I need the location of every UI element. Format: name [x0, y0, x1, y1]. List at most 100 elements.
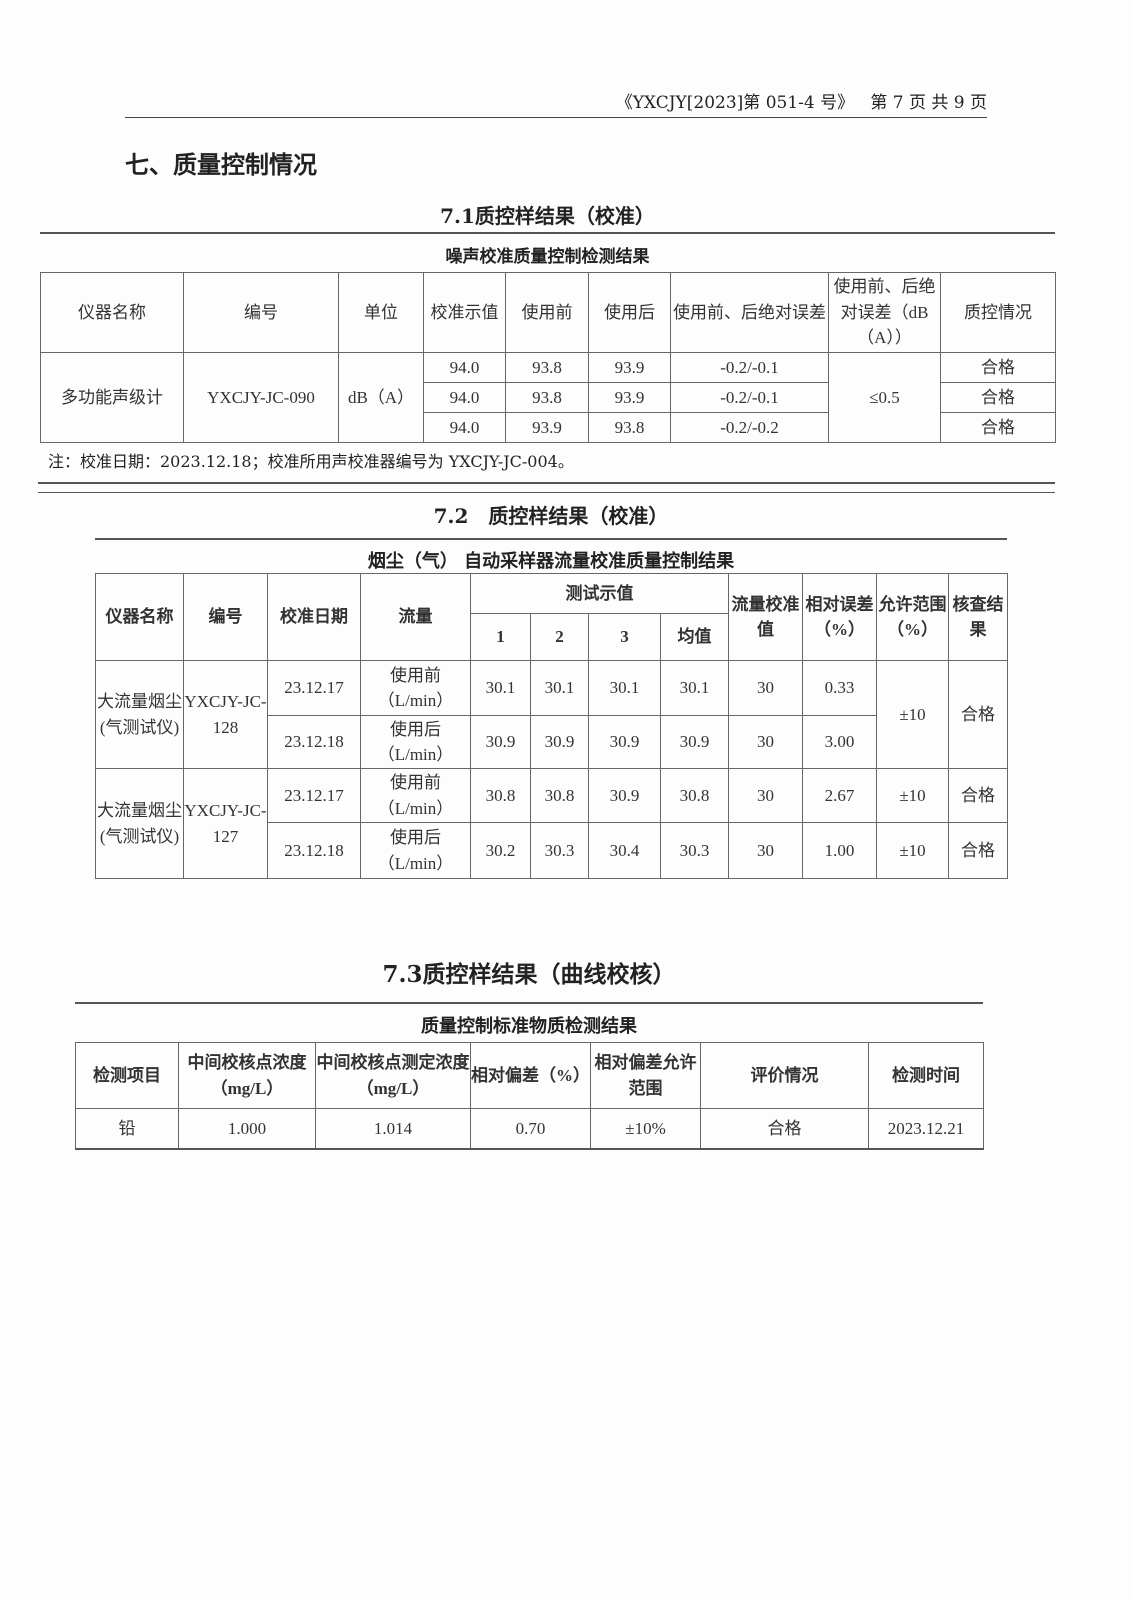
cell: 合格	[940, 412, 1056, 443]
cell: ±10%	[590, 1108, 701, 1149]
header-cell: 流量	[360, 573, 471, 661]
header-cell: 使用前、后绝对误差（dB（A））	[828, 272, 941, 353]
cell: 30.1	[530, 660, 589, 716]
header-cell: 相对偏差允许范围	[590, 1042, 701, 1109]
cell: 30.1	[660, 660, 729, 716]
cell: 30.1	[470, 660, 531, 716]
header-cell: 相对偏差（%）	[470, 1042, 591, 1109]
cell: 94.0	[423, 382, 506, 413]
instrument-id: YXCJY-JC-090	[183, 352, 339, 443]
flow-calibration-table: 仪器名称 编号 校准日期 流量 测试示值 流量校准值 相对误差（%） 允许范围（…	[95, 573, 1008, 879]
header-cell: 均值	[660, 613, 729, 661]
cell: 合格	[940, 382, 1056, 413]
limit: ≤0.5	[828, 352, 941, 443]
cell: 94.0	[423, 352, 506, 383]
cell: 2023.12.21	[868, 1108, 984, 1149]
cell: 23.12.18	[267, 715, 361, 769]
cell: ±10	[876, 822, 949, 879]
cell: 合格	[948, 660, 1008, 769]
cell: 30	[728, 768, 803, 823]
cell: 30.1	[588, 660, 661, 716]
cell: -0.2/-0.1	[670, 382, 829, 413]
cell: 0.70	[470, 1108, 591, 1149]
cell: 94.0	[423, 412, 506, 443]
unit: dB（A）	[338, 352, 424, 443]
cell: 1.014	[315, 1108, 471, 1149]
cell: 93.8	[505, 382, 589, 413]
header-cell: 仪器名称	[95, 573, 184, 661]
cell: 铅	[75, 1108, 179, 1149]
table-row: 94.0 93.8 93.9 -0.2/-0.1 合格	[41, 382, 1056, 413]
cell: 30.9	[470, 715, 531, 769]
cell: 93.8	[505, 352, 589, 383]
table-row: 大流量烟尘(气测试仪) YXCJY-JC-127 23.12.17 使用前（L/…	[95, 768, 1008, 879]
cell: ±10	[876, 660, 949, 769]
header-cell: 仪器名称	[40, 272, 184, 353]
header-cell: 中间校核点浓度（mg/L）	[178, 1042, 316, 1109]
table-row: 23.12.18 使用后（L/min） 30.2 30.3 30.4 30.3 …	[96, 822, 1008, 879]
cell: 93.9	[588, 382, 671, 413]
page-header: 《YXCJY[2023]第 051-4 号》 第 7 页 共 9 页	[125, 88, 987, 118]
t1-title: 噪声校准质量控制检测结果	[445, 247, 650, 267]
cell: 使用后（L/min）	[360, 715, 471, 769]
cell: 30.9	[530, 715, 589, 769]
cell: 30.3	[530, 822, 589, 879]
section-title: 七、质量控制情况	[125, 150, 317, 179]
t1-caption: 7.1质控样结果（校准）	[440, 204, 655, 228]
cell: -0.2/-0.1	[670, 352, 829, 383]
cell: 93.9	[588, 352, 671, 383]
instrument-name: 大流量烟尘(气测试仪)	[95, 768, 184, 879]
t3-caption: 7.3质控样结果（曲线校核）	[382, 961, 676, 988]
doc-number: 《YXCJY[2023]第 051-4 号》	[615, 93, 855, 113]
page-number: 第 7 页 共 9 页	[870, 93, 987, 113]
header-cell: 使用后	[588, 272, 671, 353]
cell: 30.9	[588, 715, 661, 769]
cell: 使用前（L/min）	[360, 660, 471, 716]
t2-title: 烟尘（气） 自动采样器流量校准质量控制结果	[367, 551, 735, 572]
header-cell: 相对误差（%）	[802, 573, 877, 661]
noise-calibration-table: 仪器名称 编号 单位 校准示值 使用前 使用后 使用前、后绝对误差 使用前、后绝…	[40, 272, 1056, 443]
header-cell: 使用前、后绝对误差	[670, 272, 829, 353]
table-row: 铅 1.000 1.014 0.70 ±10% 合格 2023.12.21	[75, 1108, 984, 1149]
table-row: 大流量烟尘(气测试仪) YXCJY-JC-128 23.12.17 使用前（L/…	[95, 660, 1008, 769]
cell: 30	[728, 660, 803, 716]
cell: 使用后（L/min）	[360, 822, 471, 879]
header-cell: 1	[470, 613, 531, 661]
table-row: 多功能声级计 YXCJY-JC-090 dB（A） 94.0 93.8 93.9…	[40, 352, 1056, 443]
cell: 30.8	[660, 768, 729, 823]
instrument-name: 大流量烟尘(气测试仪)	[95, 660, 184, 769]
header-cell: 流量校准值	[728, 573, 803, 661]
cell: 93.9	[505, 412, 589, 443]
instrument-id: YXCJY-JC-127	[183, 768, 268, 879]
header-cell: 测试示值	[470, 573, 729, 614]
header-cell: 评价情况	[700, 1042, 869, 1109]
t1-note: 注：校准日期：2023.12.18；校准所用声校准器编号为 YXCJY-JC-0…	[48, 452, 574, 471]
header-cell: 允许范围（%）	[876, 573, 949, 661]
cell: 30	[728, 715, 803, 769]
cell: ±10	[876, 768, 949, 823]
cell: 23.12.17	[267, 660, 361, 716]
cell: 合格	[700, 1108, 869, 1149]
header-cell: 校准示值	[423, 272, 506, 353]
header-cell: 编号	[183, 573, 268, 661]
cell: 30.3	[660, 822, 729, 879]
t3-title: 质量控制标准物质检测结果	[421, 1016, 637, 1037]
header-cell: 质控情况	[940, 272, 1056, 353]
cell: 合格	[948, 822, 1008, 879]
header-cell: 单位	[338, 272, 424, 353]
header-cell: 3	[588, 613, 661, 661]
cell: 3.00	[802, 715, 877, 769]
instrument-name: 多功能声级计	[40, 352, 184, 443]
header-cell: 编号	[183, 272, 339, 353]
header-cell: 2	[530, 613, 589, 661]
cell: 93.8	[588, 412, 671, 443]
reference-material-table: 检测项目 中间校核点浓度（mg/L） 中间校核点测定浓度（mg/L） 相对偏差（…	[75, 1042, 984, 1150]
cell: 0.33	[802, 660, 877, 716]
header-cell: 核查结果	[948, 573, 1008, 661]
cell: 30.8	[530, 768, 589, 823]
header-cell: 校准日期	[267, 573, 361, 661]
instrument-id: YXCJY-JC-128	[183, 660, 268, 769]
cell: 使用前（L/min）	[360, 768, 471, 823]
cell: -0.2/-0.2	[670, 412, 829, 443]
